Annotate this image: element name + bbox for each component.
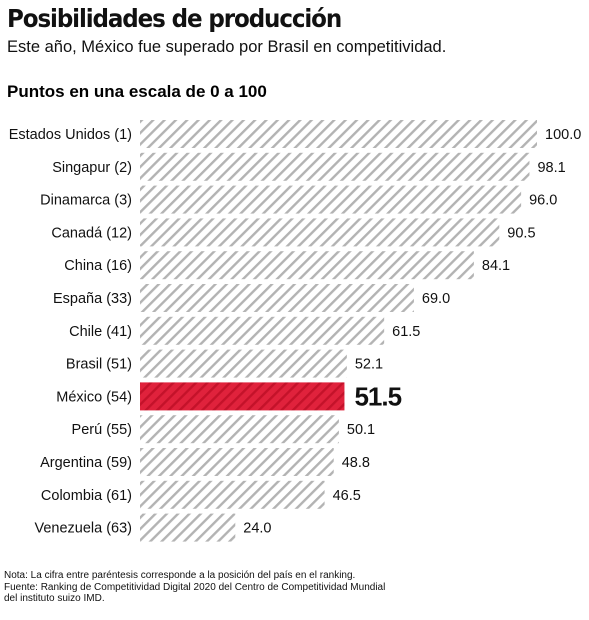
category-label: Singapur (2) [52, 160, 132, 176]
value-label: 90.5 [507, 225, 535, 241]
bar [140, 251, 474, 280]
bar [140, 284, 414, 312]
footer-note: Nota: La cifra entre paréntesis correspo… [4, 570, 356, 581]
category-label: Perú (55) [72, 422, 132, 438]
value-label-highlight: 51.5 [354, 381, 401, 411]
bar [140, 349, 347, 378]
category-label: Dinamarca (3) [40, 193, 132, 209]
chart-title: Posibilidades de producción [7, 4, 342, 33]
value-label: 52.1 [355, 357, 383, 373]
chart-footer: Nota: La cifra entre paréntesis correspo… [4, 570, 385, 605]
value-label: 96.0 [529, 193, 557, 209]
bar [140, 316, 385, 345]
category-label: Chile (41) [69, 324, 132, 340]
value-label: 69.0 [422, 291, 450, 307]
chart-subtitle: Este año, México fue superado por Brasil… [7, 38, 447, 56]
value-label: 50.1 [347, 422, 375, 438]
category-label: España (33) [53, 291, 132, 307]
value-label: 24.0 [243, 521, 271, 537]
value-label: 48.8 [342, 455, 370, 471]
category-label: Colombia (61) [41, 488, 132, 504]
category-label: México (54) [56, 389, 132, 405]
bar [140, 480, 325, 509]
value-label: 84.1 [482, 258, 510, 274]
value-label: 100.0 [545, 127, 581, 143]
value-label: 61.5 [392, 324, 420, 340]
footer-source-line2: del instituto suizo IMD. [4, 593, 105, 604]
scale-label: Puntos en una escala de 0 a 100 [7, 82, 267, 101]
footer-source-line1: Fuente: Ranking de Competitividad Digita… [4, 581, 386, 593]
bar [140, 513, 236, 542]
category-label: Canadá (12) [51, 225, 132, 241]
bar [140, 185, 522, 214]
category-label: Argentina (59) [40, 455, 132, 471]
category-label: Brasil (51) [66, 357, 132, 373]
value-label: 98.1 [537, 160, 565, 176]
bar [140, 415, 339, 444]
category-label: Estados Unidos (1) [9, 127, 132, 143]
bar-chart: Estados Unidos (1) 100.0 Singapur (2) 98.1 D… [9, 120, 581, 542]
bar [140, 152, 530, 181]
value-label: 46.5 [333, 488, 361, 504]
bar [140, 218, 500, 247]
bar [140, 120, 537, 148]
bar [140, 448, 334, 476]
bar-highlight [140, 382, 345, 411]
category-label: Venezuela (63) [34, 521, 132, 537]
category-label: China (16) [64, 258, 132, 274]
